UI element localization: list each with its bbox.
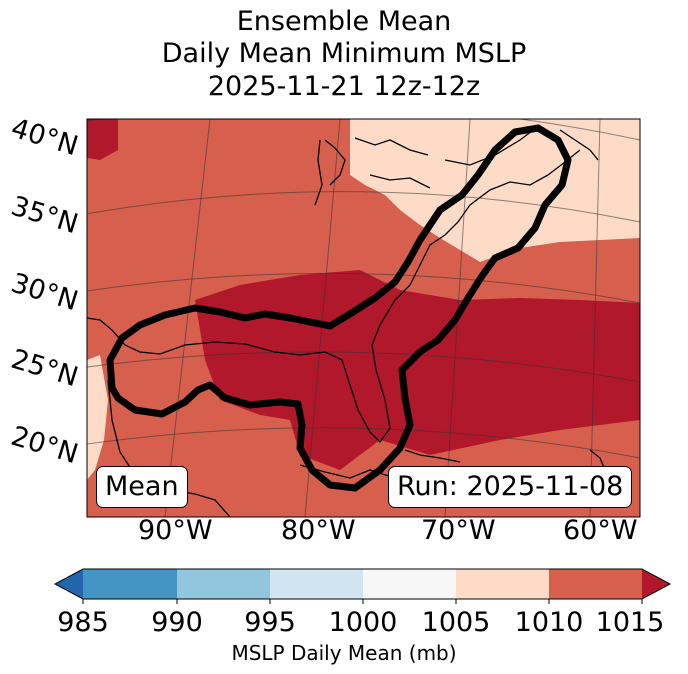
colorbar-tick-1010: 1010 — [514, 607, 584, 638]
map-frame — [86, 118, 641, 518]
title-line-1: Ensemble Mean — [236, 6, 452, 37]
colorbar-tick-1000: 1000 — [328, 607, 398, 638]
colorbar-ticks — [82, 599, 643, 604]
mslp-field — [87, 119, 640, 517]
colorbar-tick-990: 990 — [151, 607, 203, 638]
colorbar-under-arrow — [55, 569, 83, 599]
map-panel — [86, 118, 641, 518]
colorbar-segment-1000 — [363, 569, 456, 599]
colorbar-segment-995 — [270, 569, 363, 599]
lon-label-80w: 80°W — [281, 515, 356, 546]
lon-label-70w: 70°W — [421, 515, 496, 546]
colorbar-over-arrow — [642, 569, 670, 599]
colorbar-label: MSLP Daily Mean (mb) — [231, 641, 457, 665]
field-1015-region-nw — [87, 119, 118, 160]
run-label-box: Run: 2025-11-08 — [388, 466, 633, 508]
colorbar-segment-990 — [177, 569, 270, 599]
colorbar-segment-985 — [83, 569, 177, 599]
colorbar-tick-1015: 1015 — [595, 607, 665, 638]
colorbar-tick-985: 985 — [57, 607, 109, 638]
colorbar-segment-1010 — [549, 569, 642, 599]
mean-label-box: Mean — [96, 466, 188, 508]
lon-label-60w: 60°W — [563, 515, 638, 546]
lon-label-90w: 90°W — [138, 515, 213, 546]
colorbar-segment-1005 — [456, 569, 549, 599]
title-line-2: Daily Mean Minimum MSLP — [161, 38, 527, 69]
field-1005-region-southwest — [87, 355, 108, 480]
contour-1015 — [106, 124, 572, 492]
colorbar-tick-995: 995 — [244, 607, 296, 638]
colorbar-tick-1005: 1005 — [421, 607, 491, 638]
title-line-3: 2025-11-21 12z-12z — [207, 71, 481, 102]
